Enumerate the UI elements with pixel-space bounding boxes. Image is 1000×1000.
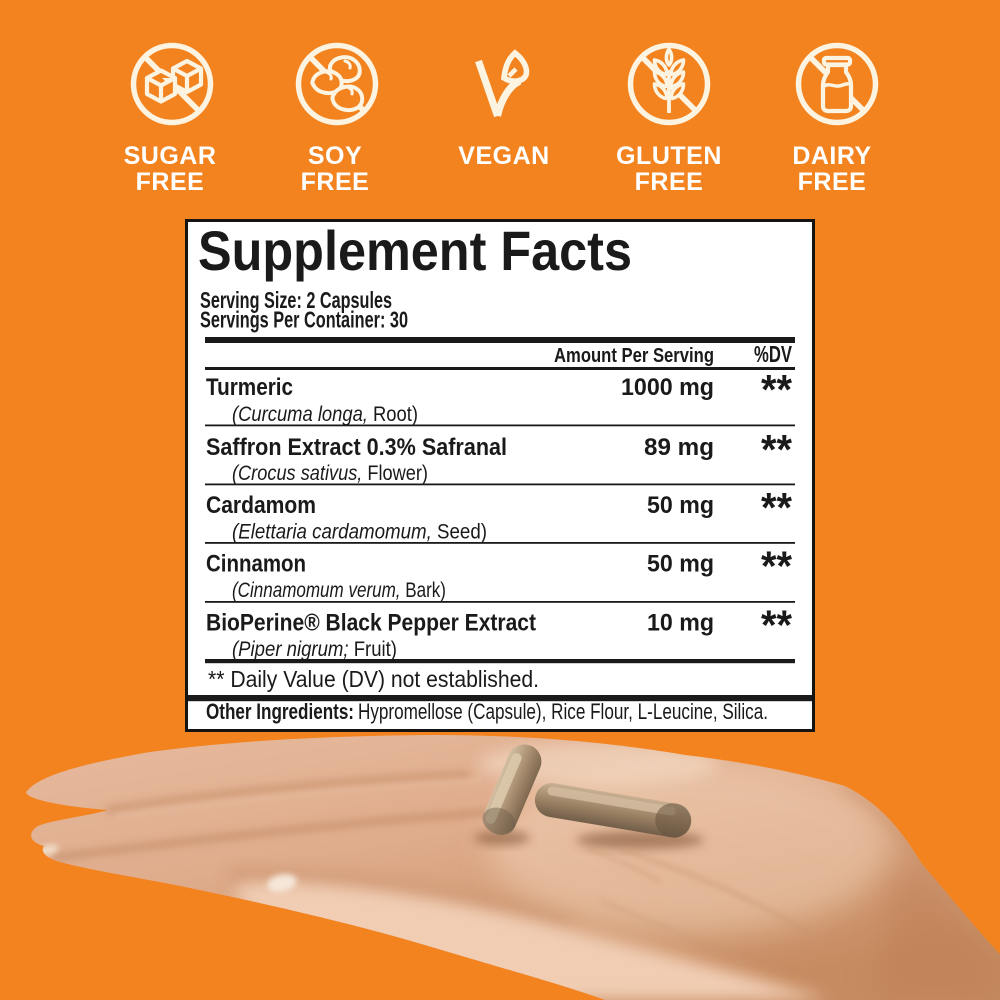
svg-text:Saffron Extract 0.3% Safranal: Saffron Extract 0.3% Safranal (206, 434, 507, 461)
svg-text:** Daily Value (DV) not establ: ** Daily Value (DV) not established. (208, 666, 539, 692)
svg-text:Turmeric: Turmeric (206, 374, 293, 401)
svg-text:Cardamom: Cardamom (206, 492, 316, 519)
svg-text:**: ** (761, 543, 793, 590)
svg-text:**: ** (761, 366, 793, 413)
svg-text:BioPerine® Black Pepper Extrac: BioPerine® Black Pepper Extract (206, 610, 536, 637)
svg-text:Cinnamon: Cinnamon (206, 551, 306, 578)
svg-text:Servings Per Container: 30: Servings Per Container: 30 (200, 307, 408, 333)
svg-text:(Elettaria cardamomum, Seed): (Elettaria cardamomum, Seed) (232, 521, 487, 544)
svg-text:Other Ingredients:: Other Ingredients: (206, 699, 354, 724)
svg-text:%DV: %DV (754, 341, 792, 367)
svg-text:Serving Size: 2 Capsules: Serving Size: 2 Capsules (200, 287, 392, 313)
svg-text:10 mg: 10 mg (647, 610, 714, 637)
svg-text:(Piper nigrum; Fruit): (Piper nigrum; Fruit) (232, 638, 397, 661)
svg-text:Supplement Facts: Supplement Facts (198, 222, 632, 282)
svg-text:Hypromellose (Capsule), Rice F: Hypromellose (Capsule), Rice Flour, L-Le… (358, 699, 768, 724)
svg-text:**: ** (761, 484, 793, 531)
svg-text:**: ** (761, 602, 793, 649)
svg-text:(Crocus sativus, Flower): (Crocus sativus, Flower) (232, 462, 428, 485)
svg-text:Amount Per Serving: Amount Per Serving (554, 345, 714, 367)
svg-text:**: ** (761, 426, 793, 473)
svg-text:50 mg: 50 mg (647, 551, 714, 578)
svg-text:89 mg: 89 mg (644, 434, 714, 461)
svg-text:(Cinnamomum verum, Bark): (Cinnamomum verum, Bark) (232, 579, 446, 602)
svg-text:(Curcuma longa, Root): (Curcuma longa, Root) (232, 403, 418, 426)
svg-text:1000 mg: 1000 mg (621, 374, 714, 401)
svg-text:50 mg: 50 mg (647, 492, 714, 519)
